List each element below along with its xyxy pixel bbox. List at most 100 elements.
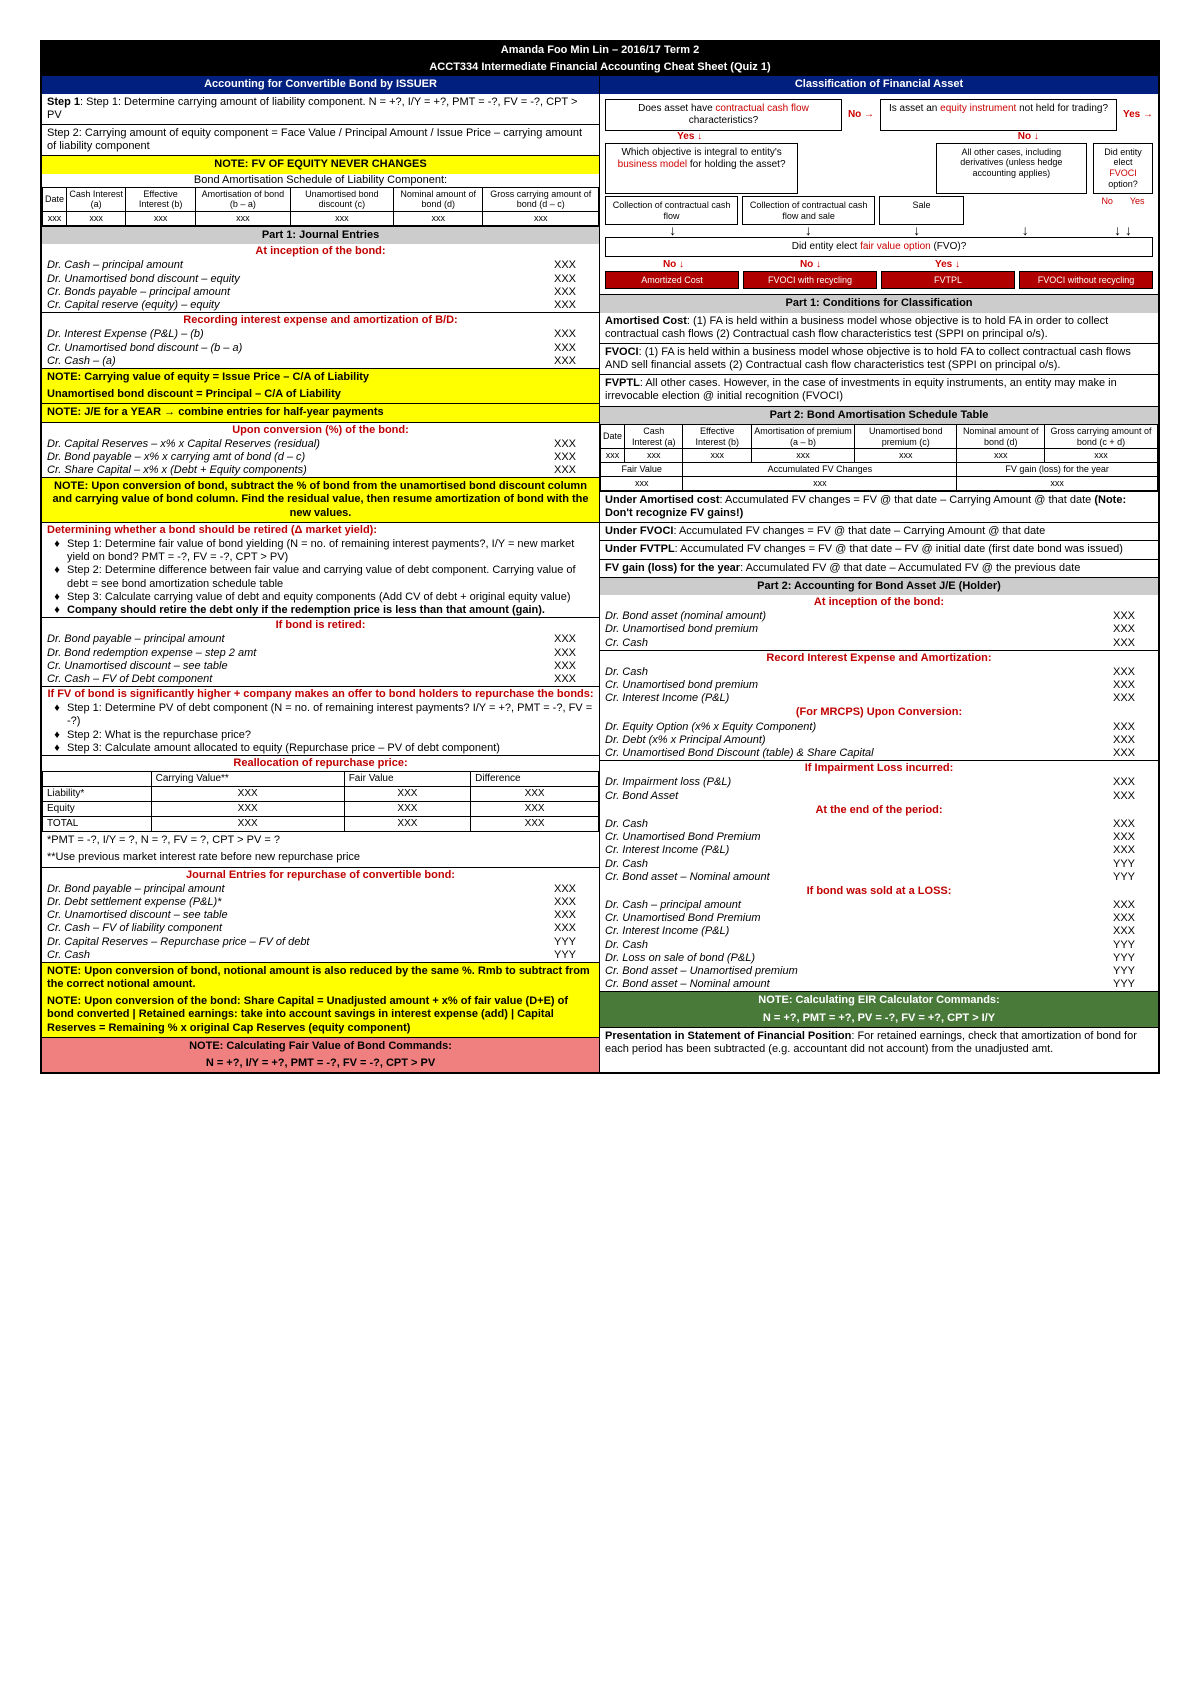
retire-title: Determining whether a bond should be ret… <box>42 523 599 538</box>
under-fvoci: Under FVOCI: Accumulated FV changes = FV… <box>600 523 1158 541</box>
left-column: Accounting for Convertible Bond by ISSUE… <box>42 76 600 1072</box>
journal-entry-row: Cr. Unamortised Bond Discount (table) & … <box>600 747 1158 760</box>
journal-entry-row: Dr. Debt (x% x Principal Amount)XXX <box>600 734 1158 747</box>
upon-conv-title: Upon conversion (%) of the bond: <box>42 423 599 438</box>
mrcps-title: (For MRCPS) Upon Conversion: <box>600 705 1158 720</box>
bullet-item: ♦Step 2: Determine difference between fa… <box>42 564 599 590</box>
journal-entry-row: Cr. Interest Income (P&L)XXX <box>600 844 1158 857</box>
journal-entry-row: Cr. CashXXX <box>600 637 1158 650</box>
eir-title: NOTE: Calculating EIR Calculator Command… <box>600 992 1158 1009</box>
left-title: Accounting for Convertible Bond by ISSUE… <box>42 76 599 93</box>
step1-text: Step 1: Determine carrying amount of lia… <box>47 96 577 121</box>
part1-je-title: Part 1: Journal Entries <box>42 227 599 244</box>
journal-entry-row: Dr. Cash – principal amountXXX <box>600 899 1158 912</box>
journal-entry-row: Dr. Unamortised bond discount – equityXX… <box>42 273 599 286</box>
loss-title: If bond was sold at a LOSS: <box>600 884 1158 899</box>
journal-entry-row: Cr. Unamortised Bond PremiumXXX <box>600 831 1158 844</box>
journal-entry-row: Dr. Debt settlement expense (P&L)*XXX <box>42 896 599 909</box>
classification-flowchart: Does asset have contractual cash flow ch… <box>600 94 1158 296</box>
amcost: Amortised Cost: Amortised Cost: (1) FA i… <box>600 313 1158 344</box>
presentation: Presentation in Statement of Financial P… <box>600 1028 1158 1058</box>
note-notional: NOTE: Upon conversion of bond, notional … <box>42 963 599 993</box>
journal-entry-row: Cr. Unamortised Bond PremiumXXX <box>600 912 1158 925</box>
r-part2-title: Part 2: Bond Amortisation Schedule Table <box>600 407 1158 424</box>
bullet-item: ♦Step 2: What is the repurchase price? <box>42 729 599 742</box>
journal-entry-row: Dr. CashXXX <box>600 818 1158 831</box>
realloc-table: Carrying Value**Fair ValueDifference Lia… <box>42 771 599 832</box>
journal-entry-row: Dr. Interest Expense (P&L) – (b)XXX <box>42 328 599 341</box>
journal-entry-row: Dr. Bond payable – principal amountXXX <box>42 883 599 896</box>
amort-schedule-table-2: DateCash Interest (a)Effective Interest … <box>600 424 1158 491</box>
realloc-note1: *PMT = -?, I/Y = ?, N = ?, FV = ?, CPT >… <box>42 832 599 849</box>
journal-entry-row: Cr. Interest Income (P&L)XXX <box>600 692 1158 705</box>
step1: Step 1: Step 1: Determine carrying amoun… <box>42 94 599 125</box>
journal-entry-row: Cr. Cash – (a)XXX <box>42 355 599 368</box>
note-cv2: Unamortised bond discount = Principal – … <box>42 386 599 404</box>
eir: N = +?, PMT = +?, PV = -?, FV = +?, CPT … <box>600 1010 1158 1028</box>
under-fvtpl: Under FVTPL: Accumulated FV changes = FV… <box>600 541 1158 559</box>
r-record-title: Record Interest Expense and Amortization… <box>600 651 1158 666</box>
sched-title: Bond Amortisation Schedule of Liability … <box>42 174 599 187</box>
note-conv: NOTE: Upon conversion of bond, subtract … <box>42 478 599 523</box>
journal-entry-row: Cr. Bond asset – Nominal amountYYY <box>600 871 1158 884</box>
journal-entry-row: Dr. Capital Reserves – Repurchase price … <box>42 936 599 949</box>
inception-title: At inception of the bond: <box>42 244 599 259</box>
journal-entry-row: Dr. Bond asset (nominal amount)XXX <box>600 610 1158 623</box>
journal-entry-row: Dr. Bond payable – principal amountXXX <box>42 633 599 646</box>
r-inception-title: At inception of the bond: <box>600 595 1158 610</box>
calc-fv: N = +?, I/Y = +?, PMT = -?, FV = -?, CPT… <box>42 1055 599 1072</box>
author-line: Amanda Foo Min Lin – 2016/17 Term 2 <box>42 42 1158 59</box>
cheat-sheet: Amanda Foo Min Lin – 2016/17 Term 2 ACCT… <box>40 40 1160 1074</box>
je-repurchase-title: Journal Entries for repurchase of conver… <box>42 868 599 883</box>
journal-entry-row: Cr. Interest Income (P&L)XXX <box>600 925 1158 938</box>
journal-entry-row: Dr. CashYYY <box>600 939 1158 952</box>
under-amcost: Under Amortised cost: Accumulated FV cha… <box>600 492 1158 523</box>
journal-entry-row: Cr. Bond asset – Unamortised premiumYYY <box>600 965 1158 978</box>
journal-entry-row: Cr. Capital reserve (equity) – equityXXX <box>42 299 599 312</box>
realloc-title: Reallocation of repurchase price: <box>42 756 599 771</box>
journal-entry-row: Dr. Unamortised bond premiumXXX <box>600 623 1158 636</box>
journal-entry-row: Cr. Bond AssetXXX <box>600 790 1158 803</box>
bullet-item: ♦Step 1: Determine PV of debt component … <box>42 702 599 728</box>
step2-text: Step 2: Carrying amount of equity compon… <box>47 127 582 152</box>
journal-entry-row: Cr. Unamortised discount – see tableXXX <box>42 909 599 922</box>
calc-fv-title: NOTE: Calculating Fair Value of Bond Com… <box>42 1038 599 1055</box>
journal-entry-row: Cr. Cash – FV of Debt componentXXX <box>42 673 599 686</box>
journal-entry-row: Cr. Unamortised discount – see tableXXX <box>42 660 599 673</box>
journal-entry-row: Cr. Share Capital – x% x (Debt + Equity … <box>42 464 599 477</box>
journal-entry-row: Dr. CashXXX <box>600 666 1158 679</box>
note-halfyear: NOTE: J/E for a YEAR → combine entries f… <box>42 404 599 422</box>
if-retired-title: If bond is retired: <box>42 618 599 633</box>
journal-entry-row: Dr. Capital Reserves – x% x Capital Rese… <box>42 438 599 451</box>
fv-gain: FV gain (loss) for the year: Accumulated… <box>600 560 1158 578</box>
journal-entry-row: Dr. Loss on sale of bond (P&L)YYY <box>600 952 1158 965</box>
note-fv-equity: NOTE: FV OF EQUITY NEVER CHANGES <box>42 156 599 173</box>
bullet-item: ♦Step 3: Calculate carrying value of deb… <box>42 591 599 604</box>
journal-entry-row: Dr. Impairment loss (P&L)XXX <box>600 776 1158 789</box>
if-fv-title: If FV of bond is significantly higher + … <box>42 687 599 702</box>
journal-entry-row: Cr. Bonds payable – principal amountXXX <box>42 286 599 299</box>
bullet-item: ♦Company should retire the debt only if … <box>42 604 599 617</box>
right-column: Classification of Financial Asset Does a… <box>600 76 1158 1072</box>
fvoci: FVOCI: (1) FA is held within a business … <box>600 344 1158 375</box>
note-cv1: NOTE: Carrying value of equity = Issue P… <box>42 369 599 386</box>
journal-entry-row: Cr. Bond asset – Nominal amountYYY <box>600 978 1158 991</box>
journal-entry-row: Dr. Bond payable – x% x carrying amt of … <box>42 451 599 464</box>
journal-entry-row: Dr. Bond redemption expense – step 2 amt… <box>42 647 599 660</box>
impair-title: If Impairment Loss incurred: <box>600 761 1158 776</box>
journal-entry-row: Cr. Unamortised bond discount – (b – a)X… <box>42 342 599 355</box>
recording-title: Recording interest expense and amortizat… <box>42 313 599 328</box>
realloc-note2: **Use previous market interest rate befo… <box>42 849 599 867</box>
journal-entry-row: Cr. Cash – FV of liability componentXXX <box>42 922 599 935</box>
bullet-item: ♦Step 3: Calculate amount allocated to e… <box>42 742 599 755</box>
eop-title: At the end of the period: <box>600 803 1158 818</box>
fvtpl: FVPTL: All other cases. However, in the … <box>600 375 1158 406</box>
r-part2b-title: Part 2: Accounting for Bond Asset J/E (H… <box>600 578 1158 595</box>
r-part1-title: Part 1: Conditions for Classification <box>600 295 1158 312</box>
journal-entry-row: Dr. CashYYY <box>600 858 1158 871</box>
note-share-cap: NOTE: Upon conversion of the bond: Share… <box>42 993 599 1038</box>
journal-entry-row: Dr. Equity Option (x% x Equity Component… <box>600 721 1158 734</box>
journal-entry-row: Dr. Cash – principal amountXXX <box>42 259 599 272</box>
amort-schedule-table: DateCash Interest (a)Effective Interest … <box>42 187 599 226</box>
right-title: Classification of Financial Asset <box>600 76 1158 93</box>
